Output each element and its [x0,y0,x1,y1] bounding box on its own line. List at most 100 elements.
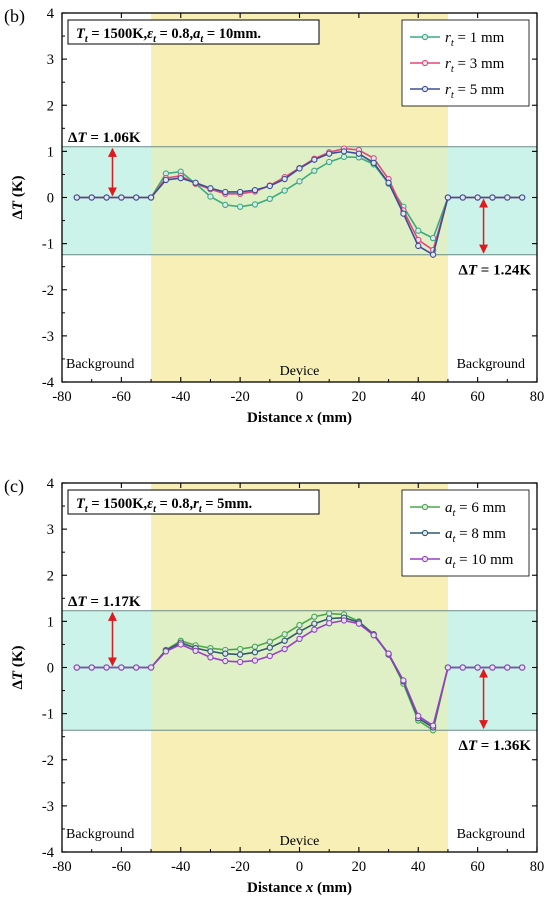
data-point [251,201,259,208]
data-point [162,176,170,184]
data-point [281,175,288,183]
y-tick-label: 0 [47,661,54,677]
y-tick-label: 2 [47,98,54,114]
x-tick-label: 20 [352,859,367,875]
data-point [147,194,155,201]
data-point [296,165,303,172]
y-tick-label: 2 [47,568,54,584]
y-tick-label: -4 [42,845,55,861]
x-tick-label: -80 [52,389,71,405]
data-point [73,664,80,671]
data-point [251,649,259,656]
region-label: Background [457,357,525,372]
data-point [311,626,318,633]
data-point [429,251,437,258]
x-tick-label: 20 [352,389,367,405]
data-point [429,234,437,242]
data-point [296,635,303,643]
x-tick-label: 60 [470,859,485,875]
y-tick-label: 1 [47,614,54,630]
data-point [326,150,333,157]
y-tick-label: -4 [42,375,55,391]
data-point [326,620,333,627]
condition-text: Tt = 1500K,εt = 0.8,rt = 5mm. [76,496,252,515]
data-point [355,620,363,627]
data-point [370,159,377,167]
x-tick-label: 60 [470,389,485,405]
legend-marker [421,555,429,563]
data-point [236,203,244,210]
data-point [118,664,125,671]
data-point [444,194,452,201]
x-axis-label: Distance x (mm) [247,880,352,896]
legend-marker [421,503,429,511]
y-axis-label: ΔT (K) [10,176,26,220]
data-point [207,193,214,200]
data-point [162,648,170,655]
legend-label: at = 6 mm [445,500,506,519]
delta-label: ΔT = 1.06K [68,130,141,146]
data-point [326,610,333,617]
data-point [340,617,348,624]
data-point [133,664,140,671]
data-point [311,156,318,163]
data-point [370,632,377,639]
legend-label: rt = 1 mm [445,30,505,49]
data-point [415,242,422,250]
data-point [326,158,333,166]
data-point [504,194,511,201]
chart-panel-1: (b) ΔT = 1.06K ΔT = 1.24K Background Device B… [4,6,544,426]
data-point [133,194,140,201]
legend-label: at = 8 mm [445,526,506,545]
x-tick-label: -40 [171,859,190,875]
legend: at = 6 mm at = 8 mm at = 10 mm [401,489,530,577]
data-point [296,621,303,629]
data-point [415,712,422,720]
data-point [207,185,214,192]
data-point [281,187,288,194]
legend: rt = 1 mm rt = 3 mm rt = 5 mm [401,19,530,107]
legend-marker [421,33,429,41]
x-tick-label: 40 [411,389,426,405]
legend-label: rt = 3 mm [445,56,505,75]
data-point [385,179,392,186]
x-tick-label: 80 [530,859,545,875]
series-3 [73,148,526,258]
data-point [519,194,526,201]
delta-label: ΔT = 1.17K [68,594,141,610]
legend-marker [421,529,429,537]
data-point [266,652,273,660]
data-point [251,186,259,194]
data-point [355,150,363,157]
data-point [88,194,95,201]
data-point [311,620,318,627]
y-tick-label: -3 [42,329,54,345]
data-point [207,654,214,661]
x-tick-label: -20 [230,389,249,405]
data-point [474,664,481,671]
x-axis-label: Distance x (mm) [247,410,352,426]
data-point [266,638,273,645]
data-point [251,657,259,664]
data-point [251,643,259,650]
data-point [281,631,288,638]
data-point [489,664,496,671]
data-point [266,644,273,651]
delta-label: ΔT = 1.36K [458,738,531,754]
panel-label: (c) [4,476,24,497]
y-tick-label: -2 [42,283,54,299]
data-point [311,167,318,174]
region-label: Background [457,827,525,842]
data-point [504,664,511,671]
data-point [281,645,288,653]
y-tick-label: -1 [42,707,54,723]
data-point [311,613,318,620]
data-point [519,664,526,671]
legend-marker [421,59,429,67]
data-point [207,648,214,655]
x-tick-label: -20 [230,859,249,875]
y-tick-label: 3 [47,522,54,538]
data-point [266,182,273,190]
data-point [459,664,466,671]
